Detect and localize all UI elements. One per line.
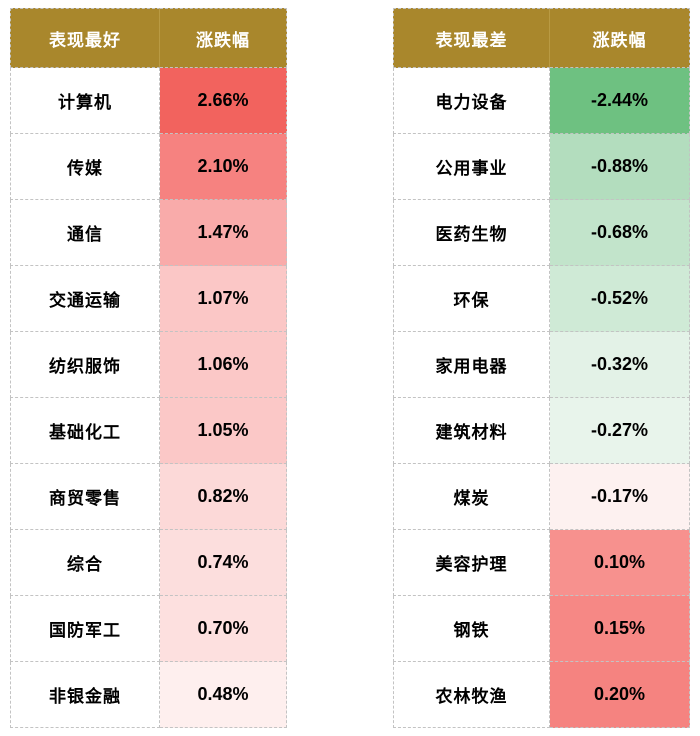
spacer-cell xyxy=(287,332,393,398)
change-value-cell: -0.27% xyxy=(550,398,690,464)
sector-name-cell: 计算机 xyxy=(10,68,160,134)
sector-name-cell: 非银金融 xyxy=(10,662,160,728)
change-value-cell: 2.66% xyxy=(160,68,287,134)
sector-name-cell: 环保 xyxy=(393,266,550,332)
sector-name-cell: 钢铁 xyxy=(393,596,550,662)
sector-name-cell: 基础化工 xyxy=(10,398,160,464)
change-header-cell-left: 涨跌幅 xyxy=(160,8,287,68)
change-value-cell: 2.10% xyxy=(160,134,287,200)
sector-name-cell: 商贸零售 xyxy=(10,464,160,530)
spacer-cell xyxy=(287,68,393,134)
change-value-cell: -0.88% xyxy=(550,134,690,200)
spacer-cell xyxy=(287,134,393,200)
change-value-cell: 1.07% xyxy=(160,266,287,332)
sector-name-cell: 公用事业 xyxy=(393,134,550,200)
change-header-cell-right: 涨跌幅 xyxy=(550,8,690,68)
sector-name-cell: 纺织服饰 xyxy=(10,332,160,398)
change-value-cell: 1.06% xyxy=(160,332,287,398)
change-value-cell: 1.47% xyxy=(160,200,287,266)
change-value-cell: -0.52% xyxy=(550,266,690,332)
change-value-cell: 0.82% xyxy=(160,464,287,530)
best-header-cell: 表现最好 xyxy=(10,8,160,68)
worst-header-cell: 表现最差 xyxy=(393,8,550,68)
spacer-cell xyxy=(287,464,393,530)
change-value-cell: -0.32% xyxy=(550,332,690,398)
change-value-cell: 0.48% xyxy=(160,662,287,728)
sector-name-cell: 家用电器 xyxy=(393,332,550,398)
sector-name-cell: 煤炭 xyxy=(393,464,550,530)
change-value-cell: 0.15% xyxy=(550,596,690,662)
change-value-cell: -0.68% xyxy=(550,200,690,266)
change-value-cell: 0.20% xyxy=(550,662,690,728)
spacer-cell xyxy=(287,596,393,662)
sector-name-cell: 传媒 xyxy=(10,134,160,200)
spacer-cell xyxy=(287,530,393,596)
sector-name-cell: 综合 xyxy=(10,530,160,596)
sector-name-cell: 通信 xyxy=(10,200,160,266)
spacer-cell xyxy=(287,266,393,332)
spacer-header-cell xyxy=(287,8,393,68)
sector-name-cell: 农林牧渔 xyxy=(393,662,550,728)
sector-name-cell: 建筑材料 xyxy=(393,398,550,464)
change-value-cell: -0.17% xyxy=(550,464,690,530)
sector-name-cell: 医药生物 xyxy=(393,200,550,266)
sector-name-cell: 国防军工 xyxy=(10,596,160,662)
change-value-cell: 0.10% xyxy=(550,530,690,596)
spacer-cell xyxy=(287,200,393,266)
spacer-cell xyxy=(287,662,393,728)
sector-name-cell: 美容护理 xyxy=(393,530,550,596)
change-value-cell: 0.74% xyxy=(160,530,287,596)
sector-name-cell: 电力设备 xyxy=(393,68,550,134)
change-value-cell: 1.05% xyxy=(160,398,287,464)
change-value-cell: 0.70% xyxy=(160,596,287,662)
change-value-cell: -2.44% xyxy=(550,68,690,134)
sector-performance-table: 表现最好 涨跌幅 表现最差 涨跌幅 计算机 2.66% 电力设备 -2.44% 传媒 2.… xyxy=(10,8,690,728)
spacer-cell xyxy=(287,398,393,464)
sector-name-cell: 交通运输 xyxy=(10,266,160,332)
